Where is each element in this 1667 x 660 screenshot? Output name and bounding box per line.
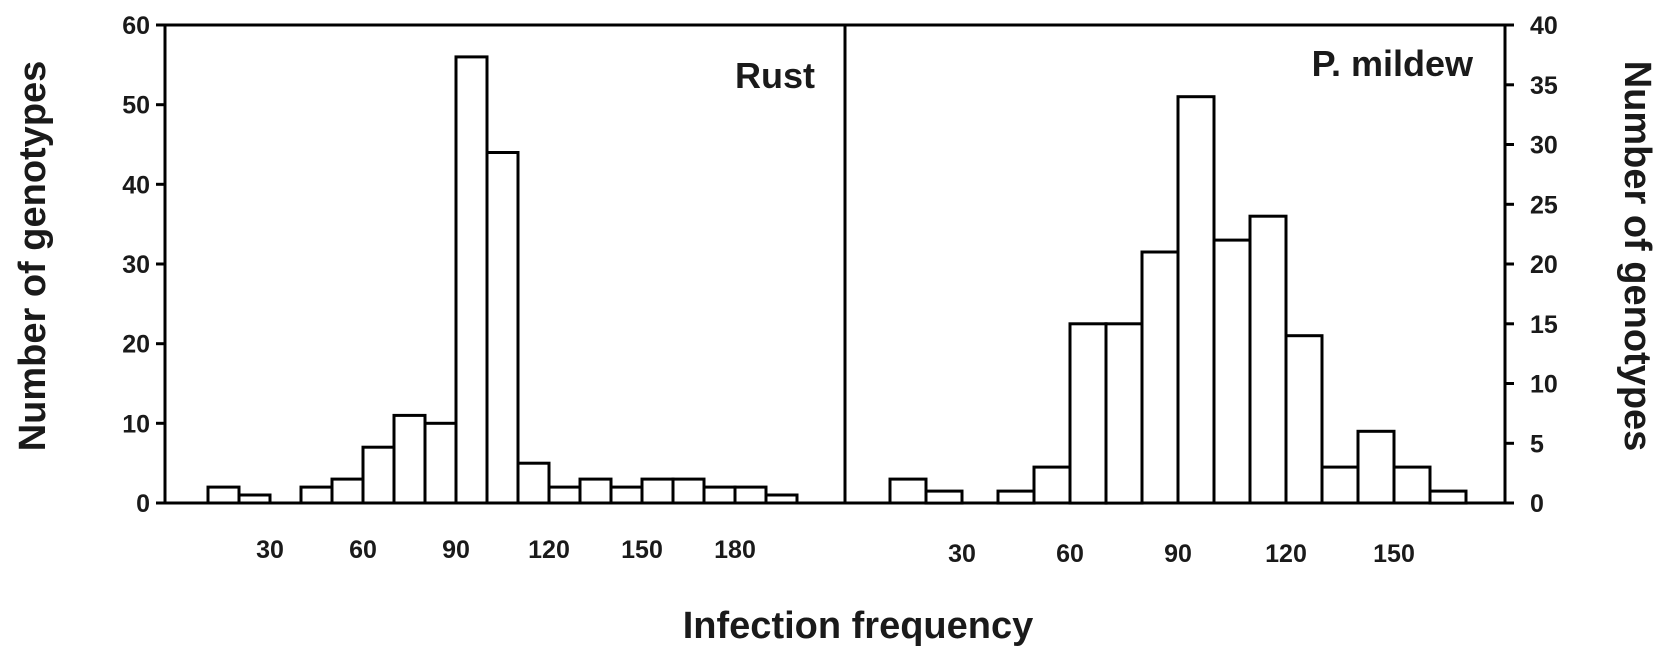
mildew-bar-90 — [1176, 95, 1216, 505]
rust-panel-label: Rust — [735, 55, 815, 96]
rust-bar-160 — [671, 477, 706, 505]
rust-x-tick-label: 120 — [528, 536, 570, 564]
rust-bar-40 — [299, 485, 334, 505]
mildew-y-tick-label: 20 — [1530, 251, 1558, 279]
mildew-bar-40 — [996, 489, 1036, 505]
mildew-bar-70 — [1104, 322, 1144, 505]
mildew-x-tick-label: 30 — [948, 540, 976, 568]
mildew-bar-100 — [1212, 238, 1252, 505]
rust-bar-60 — [361, 445, 396, 505]
rust-x-tick-label: 30 — [256, 536, 284, 564]
right-y-axis-title: Number of genotypes — [1616, 61, 1658, 452]
mildew-panel-label: P. mildew — [1312, 43, 1474, 84]
mildew-bar-50 — [1032, 465, 1072, 505]
rust-bar-50 — [330, 477, 365, 505]
mildew-bar-120 — [1284, 334, 1324, 505]
bars-layer — [206, 55, 1468, 505]
rust-y-tick-label: 10 — [122, 410, 150, 438]
mildew-bar-140 — [1356, 429, 1396, 505]
mildew-y-tick-label: 40 — [1530, 12, 1558, 40]
rust-bar-130 — [578, 477, 613, 505]
rust-x-tick-label: 180 — [714, 536, 756, 564]
axes-layer: 0 10 20 30 40 50 60 30 60 90 120 150 180 0 5 10 15 20 25 30… — [122, 12, 1558, 568]
rust-x-tick-label: 90 — [442, 536, 470, 564]
mildew-y-tick-label: 10 — [1530, 371, 1558, 399]
mildew-bar-160 — [1428, 489, 1468, 505]
rust-y-tick-label: 30 — [122, 251, 150, 279]
mildew-y-tick-label: 30 — [1530, 132, 1558, 160]
rust-x-tick-label: 150 — [621, 536, 663, 564]
mildew-x-tick-label: 90 — [1164, 540, 1192, 568]
left-y-axis-title: Number of genotypes — [12, 61, 54, 452]
mildew-bar-10 — [888, 477, 928, 505]
mildew-y-tick-label: 35 — [1530, 72, 1558, 100]
rust-bar-90 — [454, 55, 489, 505]
rust-bar-190 — [764, 493, 799, 505]
rust-bar-180 — [733, 485, 768, 505]
rust-bar-70 — [392, 413, 427, 505]
rust-bar-140 — [609, 485, 644, 505]
mildew-y-tick-label: 0 — [1530, 490, 1544, 518]
mildew-bar-20 — [924, 489, 964, 505]
rust-bar-20 — [237, 493, 272, 505]
mildew-bar-110 — [1248, 214, 1288, 505]
mildew-x-tick-label: 150 — [1373, 540, 1415, 568]
mildew-y-tick-label: 5 — [1530, 430, 1544, 458]
rust-bar-100 — [485, 151, 520, 505]
rust-bar-170 — [702, 485, 737, 505]
rust-y-tick-label: 50 — [122, 92, 150, 120]
x-axis-title: Infection frequency — [683, 605, 1034, 647]
mildew-x-tick-label: 60 — [1056, 540, 1084, 568]
mildew-y-tick-label: 25 — [1530, 191, 1558, 219]
rust-bar-150 — [640, 477, 675, 505]
rust-bar-80 — [423, 421, 458, 505]
rust-y-tick-label: 20 — [122, 331, 150, 359]
mildew-bar-60 — [1068, 322, 1108, 505]
mildew-x-tick-label: 120 — [1265, 540, 1307, 568]
rust-x-tick-label: 60 — [349, 536, 377, 564]
rust-y-tick-label: 0 — [136, 490, 150, 518]
mildew-y-tick-label: 15 — [1530, 311, 1558, 339]
mildew-bar-80 — [1140, 250, 1180, 505]
rust-bar-10 — [206, 485, 241, 505]
rust-bar-110 — [516, 461, 551, 505]
rust-y-tick-label: 40 — [122, 171, 150, 199]
rust-bar-120 — [547, 485, 582, 505]
mildew-bar-130 — [1320, 465, 1360, 505]
rust-y-tick-label: 60 — [122, 12, 150, 40]
mildew-bar-150 — [1392, 465, 1432, 505]
